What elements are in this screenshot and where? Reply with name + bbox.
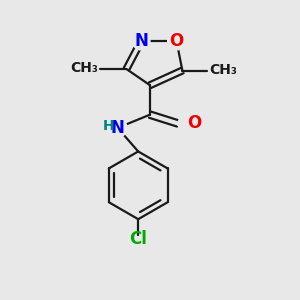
Circle shape — [132, 32, 150, 50]
Circle shape — [108, 118, 127, 137]
Text: O: O — [188, 115, 202, 133]
Text: O: O — [169, 32, 184, 50]
Circle shape — [168, 32, 185, 50]
Text: N: N — [111, 119, 124, 137]
Text: Cl: Cl — [129, 230, 147, 248]
Text: H: H — [103, 119, 115, 134]
Text: CH₃: CH₃ — [209, 63, 237, 77]
Text: N: N — [134, 32, 148, 50]
Circle shape — [178, 116, 193, 131]
Text: CH₃: CH₃ — [70, 61, 98, 75]
